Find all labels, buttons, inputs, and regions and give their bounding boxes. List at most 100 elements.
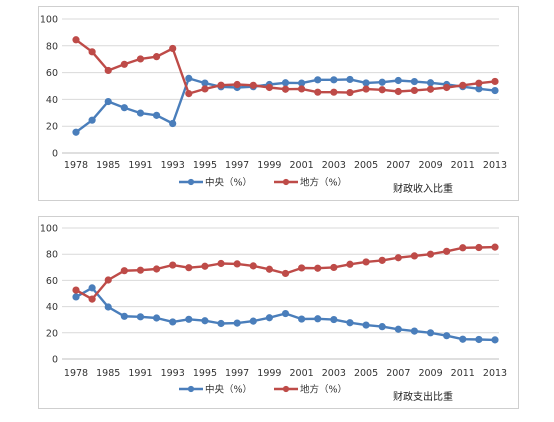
- x-tick-label: 2001: [290, 160, 314, 171]
- data-point: [152, 314, 161, 322]
- series-local: [72, 36, 499, 98]
- x-tick-label: 1995: [193, 160, 217, 171]
- legend-marker: [282, 178, 290, 186]
- data-point: [233, 319, 241, 327]
- data-point: [249, 81, 257, 89]
- chart-frame: [38, 216, 519, 409]
- data-point: [330, 76, 338, 84]
- data-point: [217, 259, 225, 268]
- legend-entry-local: 地方（%）: [274, 177, 347, 189]
- data-point: [459, 335, 467, 343]
- x-tick-label: 2001: [290, 368, 314, 379]
- data-point: [265, 265, 273, 273]
- data-point: [185, 264, 193, 272]
- data-point: [104, 276, 112, 284]
- data-point: [201, 85, 209, 93]
- data-point: [185, 90, 193, 98]
- data-point: [120, 60, 128, 68]
- legend-entry-central: 中央（%）: [179, 384, 252, 396]
- data-point: [426, 79, 435, 87]
- data-point: [475, 243, 483, 252]
- data-point: [443, 83, 451, 92]
- data-point: [72, 293, 80, 301]
- x-tick-label: 2013: [483, 160, 507, 171]
- data-point: [346, 88, 354, 97]
- data-point: [362, 79, 370, 87]
- y-tick-label: 0: [52, 149, 58, 160]
- data-point: [169, 119, 177, 128]
- data-point: [281, 309, 290, 318]
- chart-title: 财政支出比重: [393, 390, 453, 403]
- data-point: [88, 48, 96, 56]
- series-local: [72, 243, 499, 303]
- data-point: [491, 336, 499, 344]
- data-point: [233, 260, 241, 268]
- data-point: [72, 286, 80, 294]
- x-tick-label: 2013: [483, 368, 507, 379]
- x-tick-label: 2007: [386, 368, 410, 379]
- data-point: [346, 260, 354, 268]
- data-point: [152, 53, 161, 61]
- data-point: [136, 55, 145, 63]
- x-tick-label: 2005: [354, 368, 378, 379]
- data-point: [394, 325, 402, 333]
- legend-label: 中央（%）: [205, 177, 252, 189]
- data-point: [378, 78, 386, 86]
- data-point: [88, 284, 96, 292]
- data-point: [346, 319, 354, 327]
- data-point: [120, 312, 128, 320]
- y-tick-label: 80: [46, 41, 58, 52]
- data-point: [201, 317, 209, 325]
- data-point: [233, 80, 241, 89]
- x-tick-label: 1997: [225, 368, 249, 379]
- x-tick-label: 1999: [257, 160, 281, 171]
- data-point: [88, 116, 96, 124]
- data-point: [346, 75, 354, 84]
- legend-entry-local: 地方（%）: [274, 384, 347, 396]
- data-point: [298, 85, 306, 93]
- data-point: [281, 85, 290, 93]
- data-point: [330, 315, 338, 324]
- data-point: [120, 267, 128, 275]
- y-tick-label: 40: [46, 95, 58, 106]
- legend-marker: [187, 178, 195, 186]
- chart-title: 财政收入比重: [393, 182, 453, 195]
- data-point: [426, 250, 435, 258]
- data-point: [426, 85, 435, 93]
- data-point: [136, 266, 145, 274]
- x-tick-label: 1985: [96, 368, 120, 379]
- data-point: [265, 314, 273, 322]
- data-point: [72, 128, 80, 136]
- x-tick-label: 2007: [386, 160, 410, 171]
- data-point: [136, 109, 145, 117]
- data-point: [410, 77, 419, 86]
- x-tick-label: 2011: [451, 368, 475, 379]
- legend-marker: [187, 385, 195, 393]
- data-point: [104, 66, 112, 75]
- data-point: [394, 76, 402, 85]
- data-point: [330, 263, 338, 272]
- data-point: [314, 76, 322, 84]
- y-tick-label: 60: [46, 276, 58, 287]
- data-point: [362, 258, 370, 266]
- y-tick-label: 100: [40, 224, 58, 235]
- y-tick-label: 100: [40, 15, 58, 26]
- data-point: [298, 264, 306, 272]
- x-tick-label: 1991: [128, 160, 152, 171]
- data-point: [152, 111, 161, 119]
- x-tick-label: 2003: [322, 160, 346, 171]
- chart-2: 0 20 40 60 80 100 1978 1985 1991 1993 1995 1997 1999…: [38, 216, 519, 409]
- x-tick-label: 1997: [225, 160, 249, 171]
- data-point: [410, 327, 419, 335]
- data-point: [185, 315, 193, 323]
- data-point: [265, 83, 273, 92]
- data-point: [426, 329, 435, 337]
- data-point: [249, 262, 257, 270]
- data-point: [152, 265, 161, 273]
- x-tick-label: 2005: [354, 160, 378, 171]
- legend-entry-central: 中央（%）: [179, 177, 252, 189]
- data-point: [314, 88, 322, 96]
- chart-1: 0 20 40 60 80 100 1978 1985 1991 1993 1995 1997 1999…: [38, 6, 519, 201]
- data-point: [443, 332, 451, 340]
- x-tick-label: 1985: [96, 160, 120, 171]
